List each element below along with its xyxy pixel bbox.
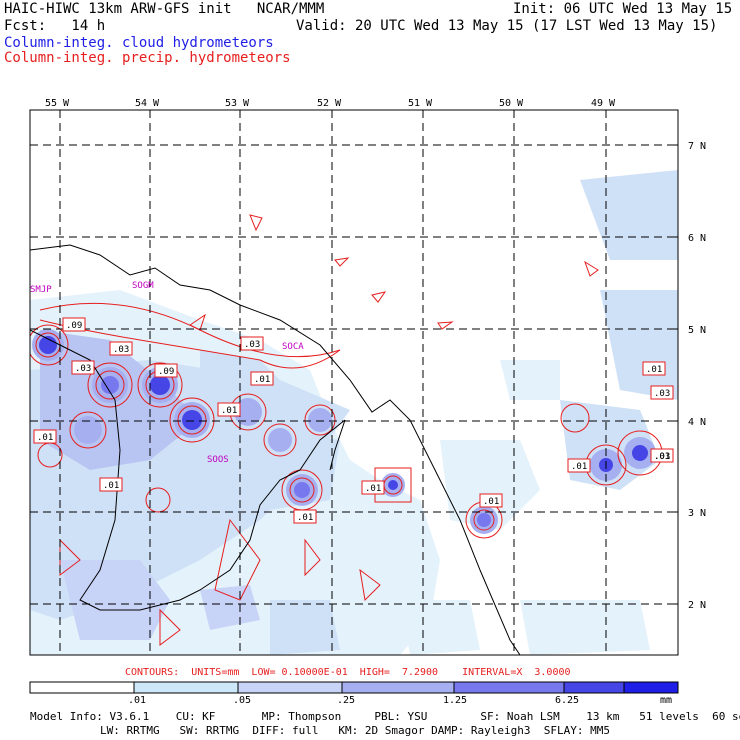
- contour-value-labels: .09 .03 .03 .09 .03 .01 .01 .01 .01 .01 …: [33, 317, 674, 524]
- lon-labels: 55 W 54 W 53 W 52 W 51 W 50 W 49 W: [45, 98, 616, 109]
- svg-text:.01: .01: [221, 406, 237, 416]
- lon-label: 55 W: [45, 98, 70, 109]
- station-label: SOGM: [132, 281, 154, 291]
- cloud-shading: [30, 170, 678, 655]
- station-labels: SMJP SOCA SOGM SOOS: [30, 281, 304, 465]
- lat-label: 6 N: [688, 233, 706, 244]
- forecast-hour: Fcst: 14 h: [4, 18, 106, 34]
- lat-labels: 7 N 6 N 5 N 4 N 3 N 2 N: [688, 141, 706, 611]
- svg-text:.03: .03: [654, 452, 670, 462]
- lat-label: 2 N: [688, 600, 706, 611]
- lat-label: 5 N: [688, 325, 706, 336]
- contours-info: CONTOURS: UNITS=mm LOW= 0.10000E-01 HIGH…: [125, 667, 571, 678]
- svg-text:.01: .01: [365, 484, 381, 494]
- svg-text:.03: .03: [244, 340, 260, 350]
- model-info-line1: Model Info: V3.6.1 CU: KF MP: Thompson P…: [30, 710, 740, 723]
- init-time: Init: 06 UTC Wed 13 May 15: [513, 1, 733, 17]
- station-label: SOCA: [282, 342, 304, 352]
- colorbar-label: 6.25: [555, 695, 580, 706]
- svg-text:.09: .09: [66, 321, 82, 331]
- station-label: SOOS: [207, 455, 229, 465]
- colorbar-label: .01: [128, 695, 147, 706]
- axis-ticks: [59, 110, 678, 605]
- lon-label: 50 W: [499, 98, 524, 109]
- lat-lon-grid: [30, 110, 678, 655]
- svg-text:.01: .01: [103, 481, 119, 491]
- svg-text:.03: .03: [113, 345, 129, 355]
- lon-label: 54 W: [135, 98, 160, 109]
- colorbar: [29, 681, 679, 694]
- svg-text:.01: .01: [483, 497, 499, 507]
- svg-text:.01: .01: [646, 365, 662, 375]
- map-title: HAIC-HIWC 13km ARW-GFS init NCAR/MMM: [4, 1, 325, 17]
- svg-text:.03: .03: [75, 364, 91, 374]
- lon-label: 52 W: [317, 98, 342, 109]
- colorbar-units: mm: [660, 695, 673, 706]
- svg-text:.01: .01: [297, 513, 313, 523]
- station-label: SMJP: [30, 285, 52, 295]
- colorbar-label: .25: [337, 695, 356, 706]
- map-frame: [29, 109, 679, 656]
- lat-label: 4 N: [688, 417, 706, 428]
- field-cloud-label: Column-integ. cloud hydrometeors: [4, 35, 274, 51]
- svg-text:.09: .09: [158, 367, 174, 377]
- svg-text:.01: .01: [37, 433, 53, 443]
- lon-label: 51 W: [408, 98, 433, 109]
- lat-label: 7 N: [688, 141, 706, 152]
- field-precip-label: Column-integ. precip. hydrometeors: [4, 50, 291, 66]
- svg-text:.01: .01: [254, 375, 270, 385]
- lat-label: 3 N: [688, 508, 706, 519]
- colorbar-label: .05: [233, 695, 252, 706]
- svg-text:.01: .01: [654, 452, 670, 462]
- svg-text:.03: .03: [654, 389, 670, 399]
- valid-time: Valid: 20 UTC Wed 13 May 15 (17 LST Wed …: [296, 18, 718, 34]
- svg-text:.01: .01: [571, 462, 587, 472]
- lon-label: 53 W: [225, 98, 250, 109]
- colorbar-label: 1.25: [443, 695, 468, 706]
- model-info-line2: LW: RRTMG SW: RRTMG DIFF: full KM: 2D Sm…: [100, 724, 610, 737]
- lon-label: 49 W: [591, 98, 616, 109]
